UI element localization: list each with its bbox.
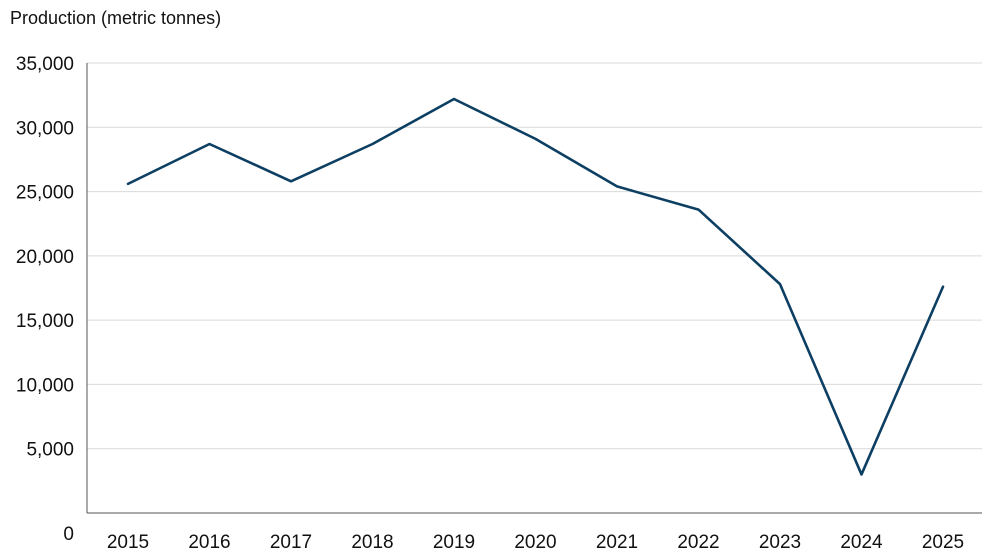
data-point-2023 [777,281,783,287]
y-tick-label: 10,000 [16,375,74,396]
series-layer [125,96,946,477]
data-point-2015 [125,181,131,187]
x-tick-label-2025: 2025 [922,532,964,553]
y-tick-labels: 0 5,000 10,000 15,000 20,000 25,000 30,000 35,0… [16,54,74,545]
x-tick-label-2019: 2019 [433,532,475,553]
y-tick-label: 25,000 [16,183,74,204]
series-line-0 [126,97,945,476]
x-tick-label-2023: 2023 [759,532,801,553]
y-tick-label: 15,000 [16,311,74,332]
x-tick-label-2015: 2015 [107,532,149,553]
data-point-2016 [207,141,213,147]
x-tick-label-2021: 2021 [596,532,638,553]
data-point-2024 [859,471,865,477]
x-tick-label-2016: 2016 [188,532,230,553]
x-tick-label-2024: 2024 [840,532,883,553]
x-tick-label-2022: 2022 [677,532,719,553]
y-tick-label: 35,000 [16,54,74,75]
gridlines [87,62,982,450]
x-tick-label-2020: 2020 [514,532,556,553]
data-point-2019 [451,96,457,102]
y-tick-label: 5,000 [26,440,74,461]
y-tick-label: 20,000 [16,247,74,268]
data-point-2022 [696,207,702,213]
y-axis-title: Production (metric tonnes) [10,8,221,28]
data-point-2021 [614,183,620,189]
axes [86,63,982,514]
data-point-2020 [533,136,539,142]
x-tick-label-2017: 2017 [270,532,312,553]
x-tick-label-2018: 2018 [351,532,393,553]
y-tick-label: 30,000 [16,118,74,139]
data-point-2025 [940,284,946,290]
data-point-2017 [288,178,294,184]
data-point-2018 [370,141,376,147]
y-tick-label: 0 [63,524,74,545]
x-tick-labels: 2015 2016 2017 2018 2019 2020 2021 2022 2023 2024… [107,532,964,553]
